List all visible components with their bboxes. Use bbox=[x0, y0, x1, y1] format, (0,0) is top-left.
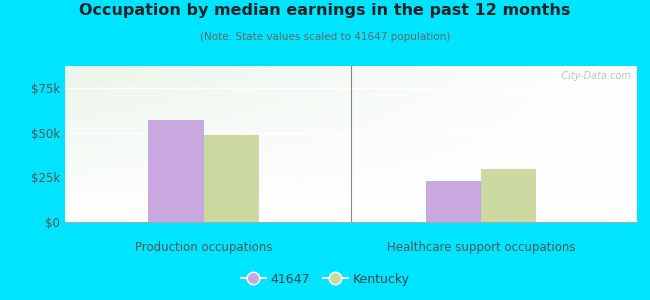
Text: Healthcare support occupations: Healthcare support occupations bbox=[387, 242, 575, 254]
Bar bbox=[481, 169, 536, 222]
Text: City-Data.com: City-Data.com bbox=[555, 71, 631, 81]
Bar bbox=[148, 120, 203, 222]
Text: Production occupations: Production occupations bbox=[135, 242, 272, 254]
Bar bbox=[426, 181, 481, 222]
Bar bbox=[203, 135, 259, 222]
Legend: 41647, Kentucky: 41647, Kentucky bbox=[235, 268, 415, 291]
Text: Occupation by median earnings in the past 12 months: Occupation by median earnings in the pas… bbox=[79, 3, 571, 18]
Text: (Note: State values scaled to 41647 population): (Note: State values scaled to 41647 popu… bbox=[200, 32, 450, 41]
